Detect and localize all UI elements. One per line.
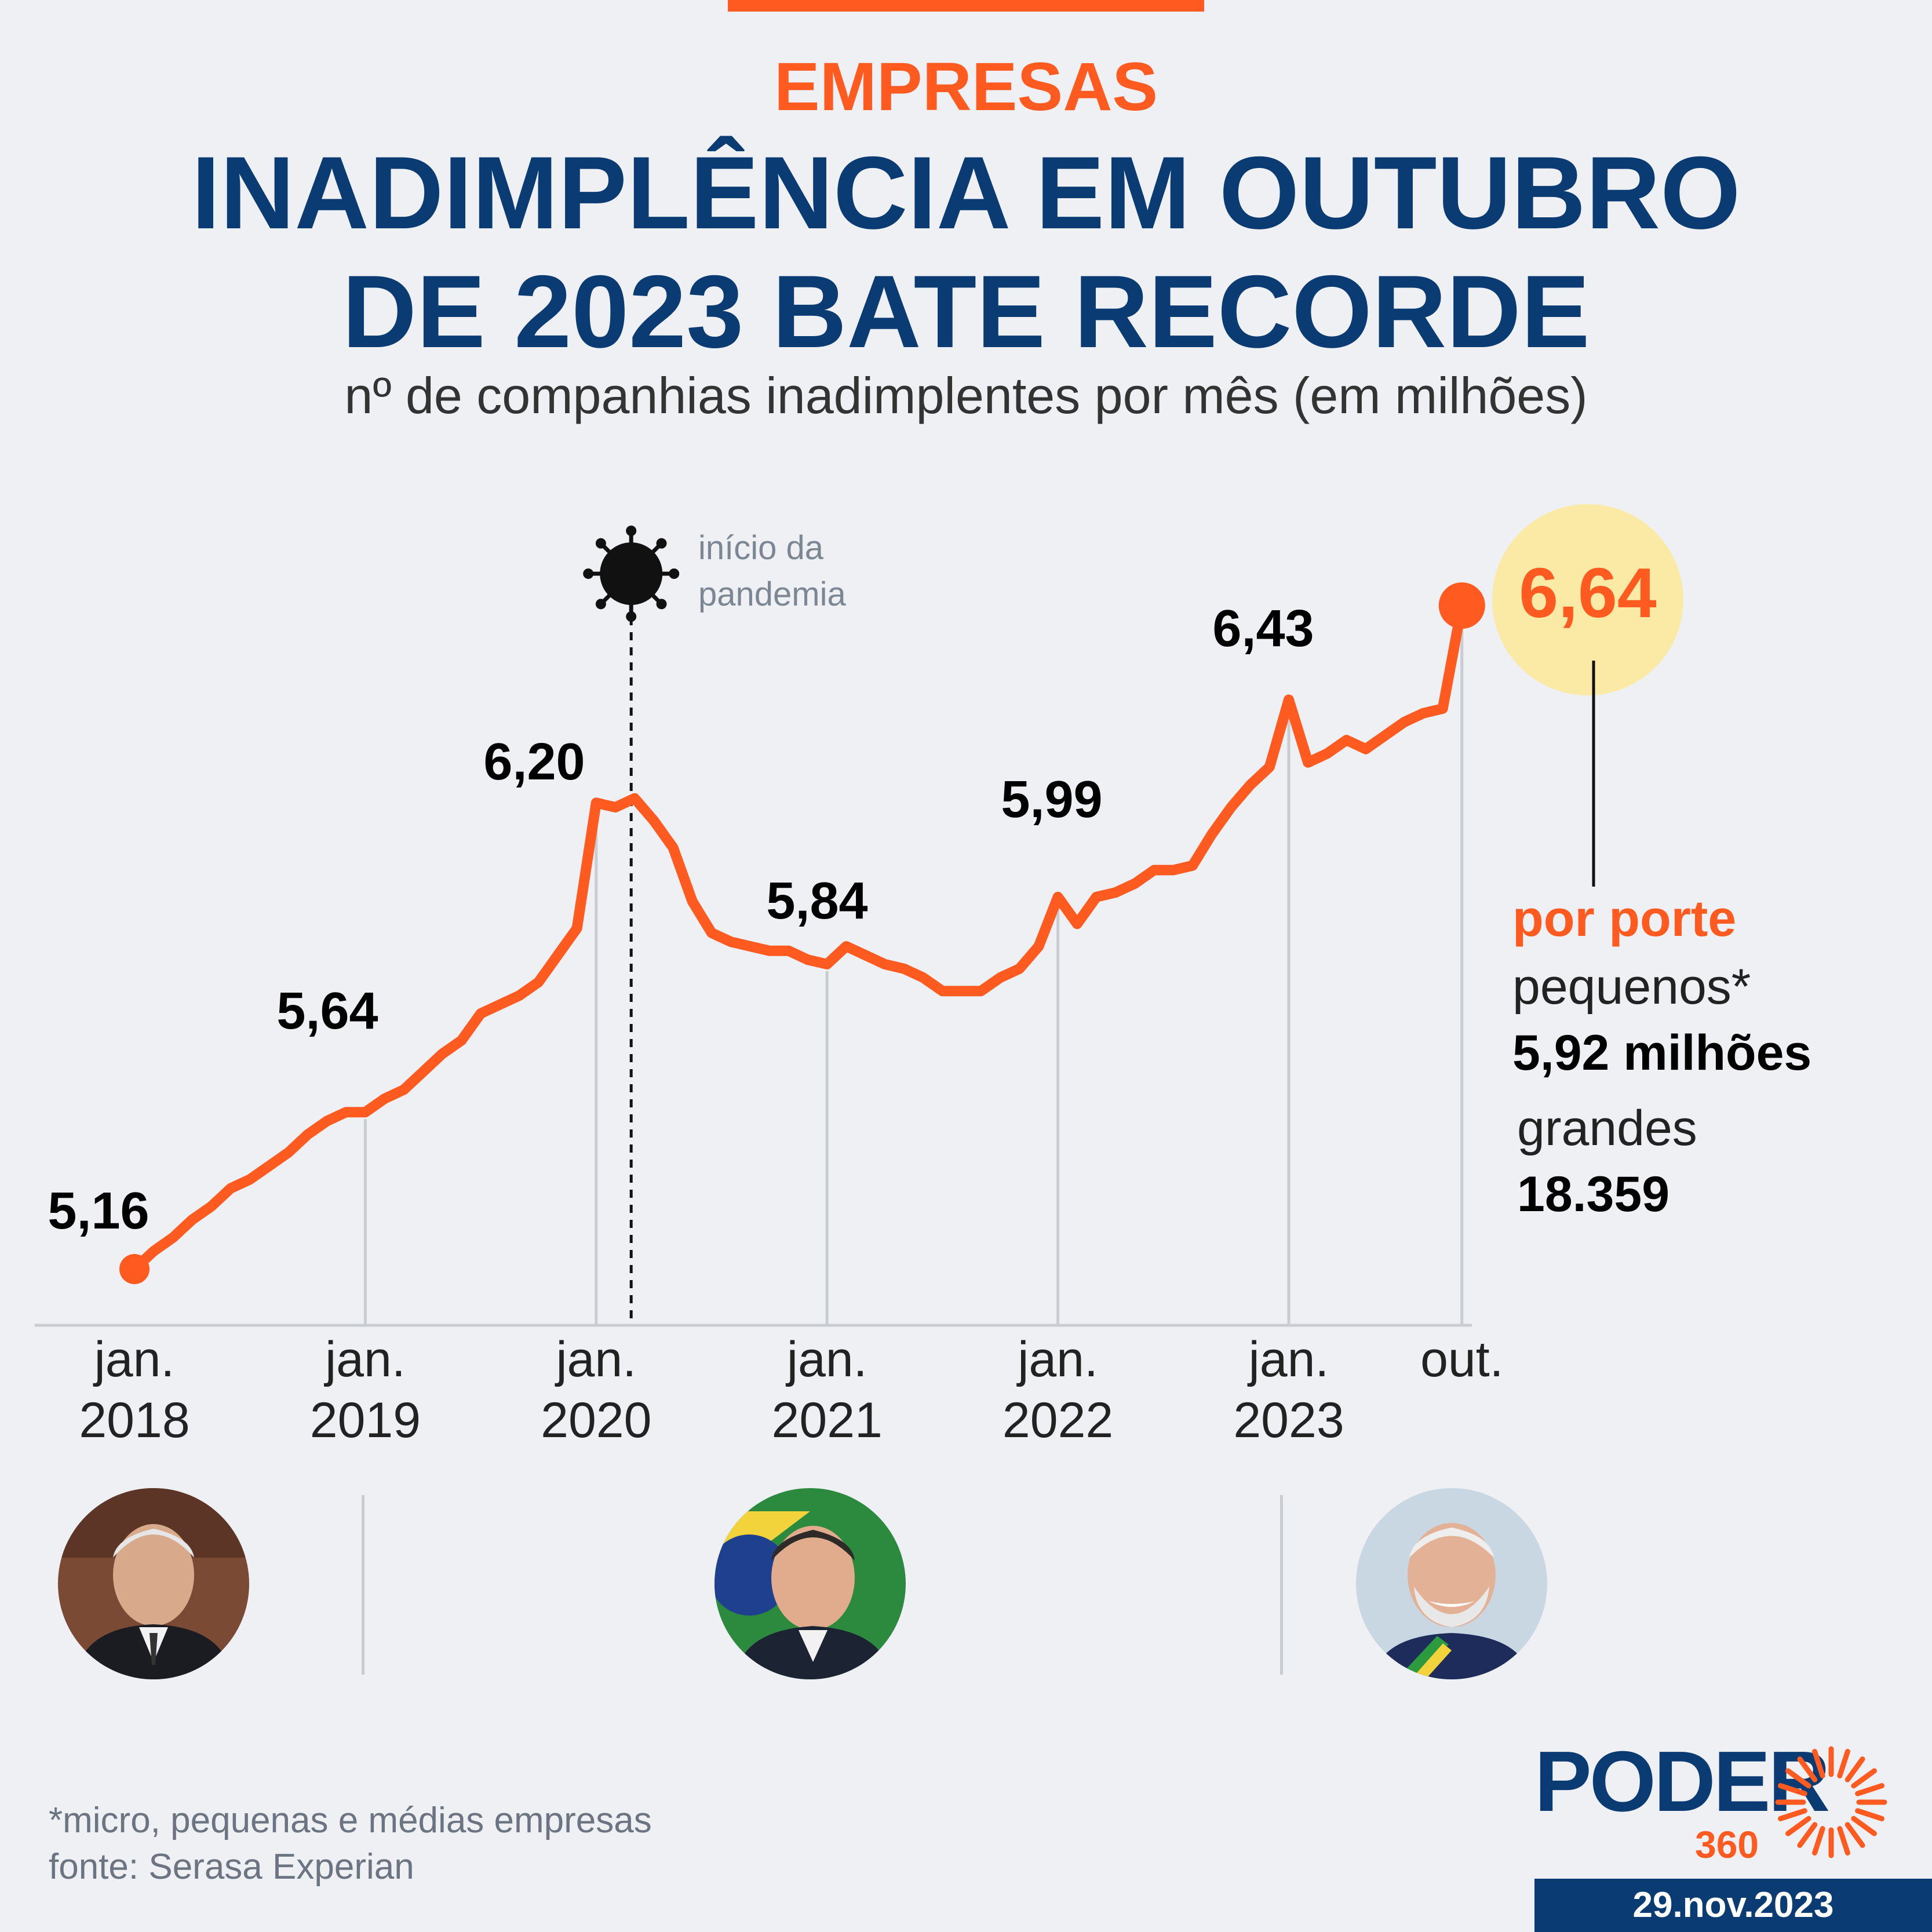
x-tick-label: 2018: [79, 1393, 189, 1448]
point-label: 6,20: [483, 733, 585, 791]
title-line-2: DE 2023 BATE RECORDE: [342, 254, 1590, 369]
x-tick-label: 2019: [310, 1393, 421, 1448]
start-point: [119, 1254, 150, 1284]
portrait-icon: [1356, 1488, 1547, 1679]
latest-value-highlight: [1492, 504, 1683, 695]
large-companies-label: grandes: [1517, 1100, 1697, 1156]
portrait-icon: [715, 1488, 906, 1679]
portrait-icon: [58, 1488, 249, 1679]
pandemic-label-line-2: pandemia: [698, 575, 846, 613]
brand-logo-text: PODER: [1534, 1734, 1830, 1829]
x-tick-labels: jan. 2018 jan. 2019 jan. 2020 jan. 2021 jan. 2022…: [79, 1332, 1503, 1448]
pandemic-annotation: início da pandemia: [583, 526, 846, 1324]
sunburst-logo-icon: [1775, 1746, 1887, 1858]
point-label: 6,64: [1519, 553, 1657, 632]
x-tick-label: 2020: [541, 1393, 651, 1448]
x-tick-label: out.: [1420, 1332, 1503, 1387]
x-tick-label: 2023: [1233, 1393, 1344, 1448]
kicker: EMPRESAS: [774, 49, 1158, 125]
x-tick-label: jan.: [93, 1332, 175, 1387]
x-tick-label: jan.: [785, 1332, 867, 1387]
small-companies-label: pequenos*: [1512, 959, 1751, 1015]
x-tick-label: jan.: [323, 1332, 406, 1387]
term-separator: [362, 1495, 364, 1675]
top-accent-bar: [728, 0, 1204, 12]
end-point: [1438, 582, 1485, 629]
source: fonte: Serasa Experian: [49, 1847, 414, 1887]
avatar-bolsonaro: [715, 1488, 906, 1679]
title-line-1: INADIMPLÊNCIA EM OUTUBRO: [191, 135, 1741, 250]
x-tick-label: 2022: [1003, 1393, 1113, 1448]
avatar-lula: [1356, 1488, 1547, 1679]
publication-date: 29.nov.2023: [1534, 1879, 1932, 1932]
point-label: 5,84: [766, 872, 867, 930]
small-companies-value: 5,92 milhões: [1512, 1025, 1812, 1081]
point-label: 5,64: [276, 982, 378, 1040]
point-label: 5,16: [48, 1182, 149, 1240]
brand-logo-suffix: 360: [1695, 1823, 1759, 1866]
series-line: [129, 600, 1467, 1274]
page-title: INADIMPLÊNCIA EM OUTUBRO DE 2023 BATE RE…: [0, 133, 1932, 371]
point-labels: 5,16 5,64 6,20 5,84 5,99 6,43 6,64: [48, 553, 1656, 1240]
grid-layer: [363, 613, 1464, 1325]
footnote: *micro, pequenas e médias empresas: [49, 1800, 652, 1840]
term-separator: [1280, 1495, 1283, 1675]
avatar-temer: [58, 1488, 249, 1679]
x-tick-label: jan.: [554, 1332, 636, 1387]
large-companies-value: 18.359: [1517, 1167, 1670, 1222]
x-tick-label: jan.: [1247, 1332, 1329, 1387]
breakdown-title: por porte: [1512, 890, 1737, 947]
x-tick-label: 2021: [772, 1393, 883, 1448]
pandemic-label-line-1: início da: [698, 529, 824, 567]
point-label: 5,99: [1001, 771, 1102, 829]
subtitle: nº de companhias inadimplentes por mês (…: [344, 367, 1588, 424]
x-tick-label: jan.: [1016, 1332, 1098, 1387]
point-label: 6,43: [1212, 600, 1314, 658]
virus-icon: [583, 526, 680, 622]
